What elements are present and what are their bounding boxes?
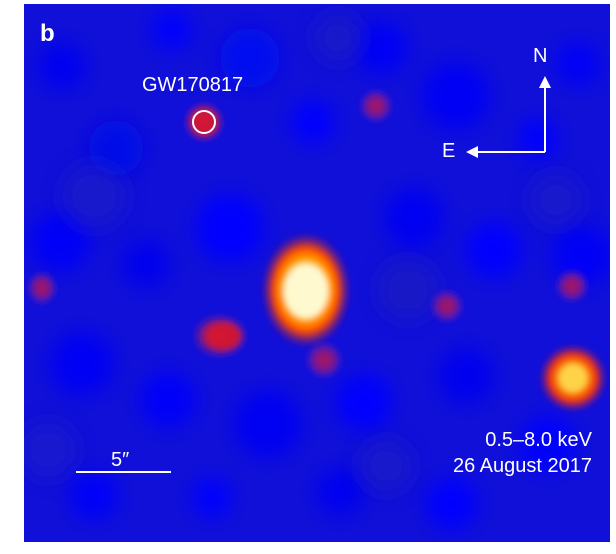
- east-arrow-icon: [466, 146, 545, 158]
- panel-letter: b: [40, 20, 55, 47]
- east-label: E: [442, 140, 456, 162]
- gw170817-source-glow: [182, 100, 226, 144]
- red-source-left: [190, 312, 250, 360]
- right-bright-source: [539, 344, 607, 412]
- observation-date-label: 26 August 2017: [452, 455, 592, 477]
- source-circle-icon: [192, 110, 216, 134]
- energy-band-label: 0.5–8.0 keV: [485, 429, 592, 451]
- background-noise: [30, 10, 610, 530]
- xray-map: [24, 4, 610, 542]
- xray-image-panel: b GW170817 N E 5″ 0.5–8.0 keV 26 August …: [24, 4, 610, 542]
- source-label: GW170817: [142, 74, 244, 96]
- darker-background-regions: [24, 14, 582, 492]
- faint-sources: [26, 88, 590, 380]
- north-arrow-icon: [539, 76, 551, 152]
- scale-bar-label: 5″: [111, 449, 130, 471]
- north-label: N: [533, 45, 548, 67]
- central-bright-source: [261, 232, 351, 348]
